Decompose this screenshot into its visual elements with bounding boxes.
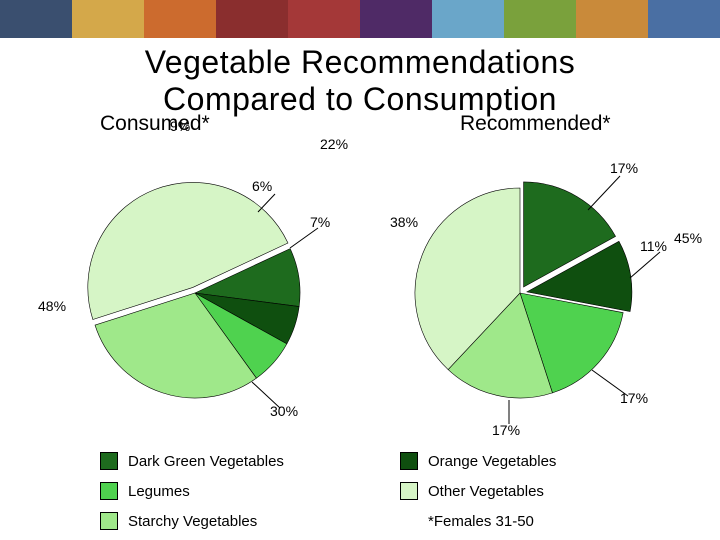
recommended-leader-dark_green: [588, 176, 620, 210]
legend-item-orange: Orange Vegetables: [400, 452, 556, 470]
consumed-leader-orange: [258, 194, 275, 212]
recommended-pct-dark_green: 17%: [610, 160, 638, 176]
legend-label-orange: Orange Vegetables: [428, 453, 556, 470]
consumed-title: Consumed*: [100, 112, 210, 136]
consumed-pct-starchy: 30%: [270, 403, 298, 419]
consumed-pct-other: 48%: [38, 298, 66, 314]
legend-item-starchy: Starchy Vegetables: [100, 512, 284, 530]
page-title: Vegetable Recommendations Compared to Co…: [0, 44, 720, 118]
consumed-extra-label: 22%: [320, 136, 348, 152]
consumed-pct-orange: 6%: [252, 178, 272, 194]
consumed-pct-dark_green: 9%: [170, 118, 190, 134]
consumed-leader-legumes: [290, 228, 318, 248]
legend-swatch-other: [400, 482, 418, 500]
title-line-1: Vegetable Recommendations: [0, 44, 720, 81]
charts-area: Consumed*9%6%7%30%48%22%Recommended*17%1…: [0, 118, 720, 428]
footnote: *Females 31-50: [400, 512, 556, 530]
legend-swatch-orange: [400, 452, 418, 470]
legend-label-starchy: Starchy Vegetables: [128, 513, 257, 530]
footnote-text: *Females 31-50: [428, 513, 534, 530]
legend: Dark Green Vegetables Legumes Starchy Vege…: [0, 430, 720, 530]
recommended-leader-orange: [630, 252, 660, 278]
legend-item-dark_green: Dark Green Vegetables: [100, 452, 284, 470]
recommended-pct-other: 38%: [390, 214, 418, 230]
consumed-pct-legumes: 7%: [310, 214, 330, 230]
legend-swatch-dark_green: [100, 452, 118, 470]
legend-item-other: Other Vegetables: [400, 482, 556, 500]
header-banner: [0, 0, 720, 38]
recommended-pct-orange: 11%: [640, 238, 667, 254]
legend-label-legumes: Legumes: [128, 483, 190, 500]
legend-swatch-legumes: [100, 482, 118, 500]
recommended-pct-legumes: 17%: [620, 390, 648, 406]
legend-label-other: Other Vegetables: [428, 483, 544, 500]
recommended-title: Recommended*: [460, 112, 611, 136]
legend-label-dark_green: Dark Green Vegetables: [128, 453, 284, 470]
legend-swatch-starchy: [100, 512, 118, 530]
recommended-extra-label: 45%: [674, 230, 702, 246]
legend-item-legumes: Legumes: [100, 482, 284, 500]
